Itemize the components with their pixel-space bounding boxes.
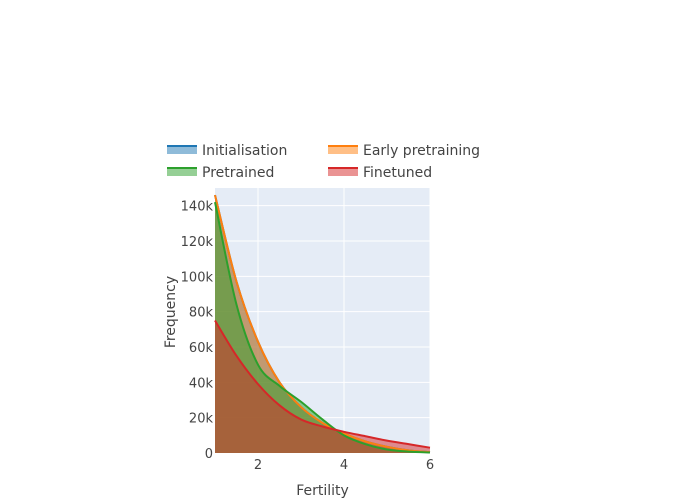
legend[interactable]: Initialisation Early pretraining Pretraine… bbox=[167, 143, 480, 181]
legend-swatch bbox=[167, 168, 197, 176]
y-tick-label: 140k bbox=[181, 200, 214, 215]
legend-label: Initialisation bbox=[202, 143, 287, 159]
y-tick-label: 40k bbox=[189, 376, 214, 391]
y-axis-label: Frequency bbox=[163, 276, 179, 348]
y-tick-label: 100k bbox=[181, 270, 214, 285]
legend-item-pretrained[interactable]: Pretrained bbox=[167, 165, 274, 181]
series-areas[interactable] bbox=[215, 195, 430, 454]
legend-item-finetuned[interactable]: Finetuned bbox=[328, 165, 432, 181]
legend-label: Pretrained bbox=[202, 165, 274, 181]
x-axis-ticks: 2 4 6 bbox=[254, 458, 434, 473]
x-tick-label: 6 bbox=[426, 458, 434, 473]
x-tick-label: 4 bbox=[340, 458, 348, 473]
legend-label: Early pretraining bbox=[363, 143, 480, 159]
x-axis-label: Fertility bbox=[296, 483, 349, 499]
legend-item-early-pretraining[interactable]: Early pretraining bbox=[328, 143, 480, 159]
line-finetuned[interactable] bbox=[214, 319, 431, 449]
y-axis-ticks: 0 20k 40k 60k 80k 100k 120k 140k bbox=[181, 200, 214, 462]
legend-swatch bbox=[328, 146, 358, 154]
y-tick-label: 20k bbox=[189, 412, 214, 427]
line-pretrained[interactable] bbox=[214, 201, 431, 454]
x-tick-label: 2 bbox=[254, 458, 262, 473]
line-early-pretraining[interactable] bbox=[214, 194, 431, 454]
y-tick-label: 80k bbox=[189, 306, 214, 321]
legend-label: Finetuned bbox=[363, 165, 432, 181]
area-pretrained[interactable] bbox=[215, 202, 430, 453]
y-tick-label: 120k bbox=[181, 235, 214, 250]
y-tick-label: 60k bbox=[189, 341, 214, 356]
series-lines[interactable] bbox=[214, 194, 431, 454]
y-tick-label: 0 bbox=[205, 447, 213, 462]
legend-item-initialisation[interactable]: Initialisation bbox=[167, 143, 287, 159]
area-finetuned[interactable] bbox=[215, 320, 430, 454]
legend-swatch bbox=[167, 146, 197, 154]
legend-swatch bbox=[328, 168, 358, 176]
